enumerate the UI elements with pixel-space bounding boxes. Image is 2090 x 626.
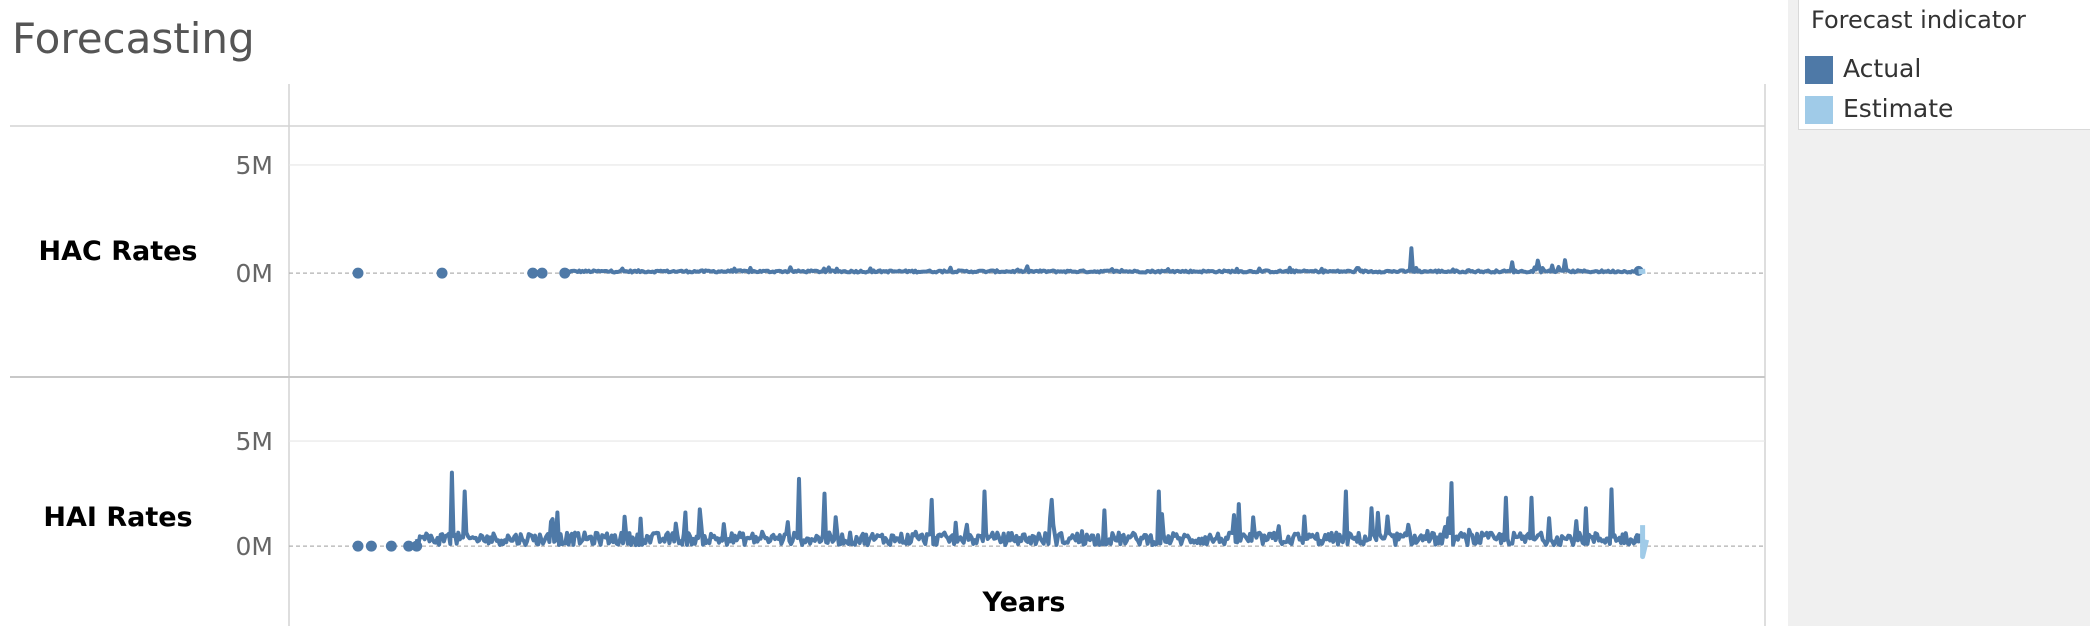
page-title: Forecasting: [12, 14, 255, 63]
panel-hac-rates: 5M 0M HAC Rates: [38, 151, 1765, 288]
panel-hai-rates: 5M 0M HAI Rates: [43, 427, 1765, 561]
data-point: [385, 540, 397, 552]
series-estimate-line: [1640, 525, 1650, 560]
series-actual-line: [564, 246, 1639, 275]
data-point: [436, 267, 448, 279]
chart-frame: [10, 84, 1766, 626]
data-point: [527, 267, 539, 279]
data-point: [536, 267, 548, 279]
row-label: HAI Rates: [43, 502, 192, 533]
legend[interactable]: Forecast indicator Actual Estimate: [1798, 0, 2090, 130]
y-tick-label: 0M: [236, 259, 273, 288]
x-axis-title: Years: [982, 587, 1066, 618]
legend-title: Forecast indicator: [1811, 6, 2026, 34]
data-point: [403, 540, 415, 552]
series-actual-line: [414, 470, 1641, 548]
data-point: [352, 267, 364, 279]
legend-swatch-estimate: [1805, 96, 1833, 124]
y-tick-label: 5M: [236, 427, 273, 456]
row-label: HAC Rates: [38, 236, 197, 267]
data-point: [352, 540, 364, 552]
legend-swatch-actual: [1805, 56, 1833, 84]
forecast-chart: 5M 0M HAC Rates 5M 0M HAI Rates Years: [10, 84, 1766, 626]
legend-label-estimate: Estimate: [1843, 94, 1954, 123]
chart-panels: 5M 0M HAC Rates 5M 0M HAI Rates: [38, 151, 1765, 561]
y-tick-label: 0M: [236, 532, 273, 561]
series-estimate-line: [1638, 268, 1646, 275]
data-point: [365, 540, 377, 552]
y-tick-label: 5M: [236, 151, 273, 180]
legend-label-actual: Actual: [1843, 54, 1922, 83]
